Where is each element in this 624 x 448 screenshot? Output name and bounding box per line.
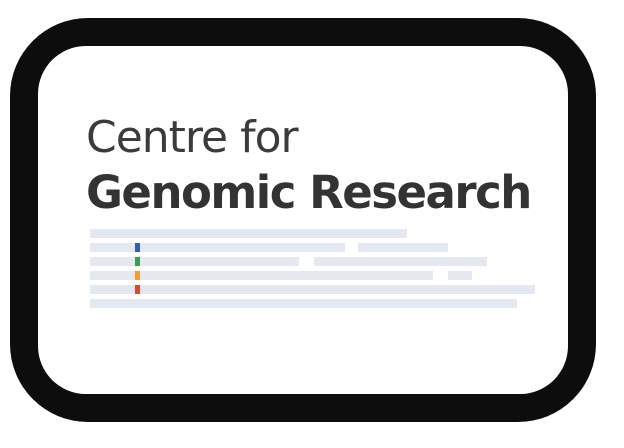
sequence-bar xyxy=(358,243,448,252)
logo-title-line-2: Genomic Research xyxy=(86,166,532,219)
logo-title-line-1: Centre for xyxy=(86,112,299,163)
sequence-bar xyxy=(90,243,345,252)
marker-red xyxy=(135,285,140,294)
sequence-bar xyxy=(90,285,535,294)
sequence-bar xyxy=(448,271,472,280)
logo-panel xyxy=(38,46,568,394)
marker-green xyxy=(135,257,140,266)
marker-blue xyxy=(135,243,140,252)
sequence-bar xyxy=(90,257,299,266)
marker-orange xyxy=(135,271,140,280)
sequence-bar xyxy=(314,257,487,266)
sequence-bar xyxy=(90,299,517,308)
sequence-bar xyxy=(90,229,407,238)
sequence-bar xyxy=(90,271,433,280)
